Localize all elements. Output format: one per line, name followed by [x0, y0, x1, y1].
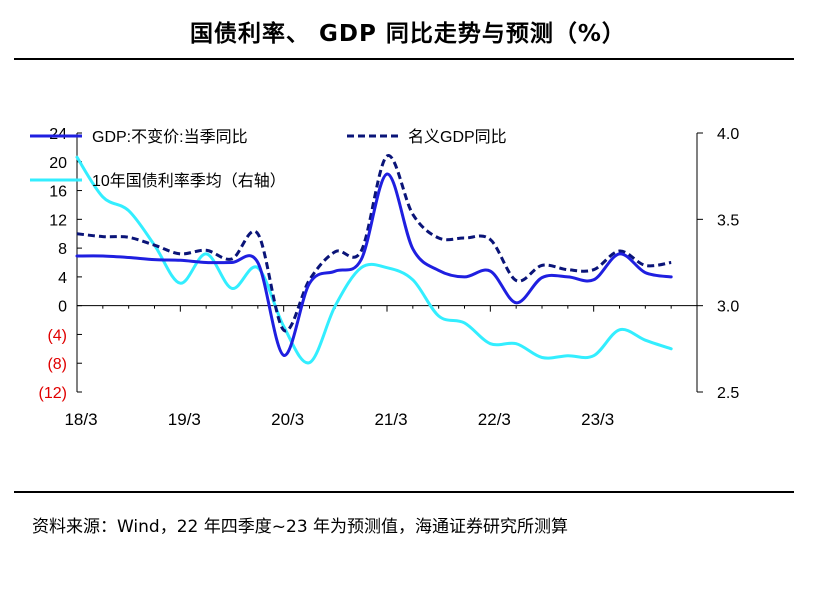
left-axis-tick-label: 16	[49, 184, 67, 201]
x-axis-tick-label: 18/3	[64, 410, 97, 429]
source-rule	[14, 491, 794, 493]
source-note: 资料来源：Wind，22 年四季度~23 年为预测值，海通证券研究所测算	[32, 517, 569, 537]
series-line-0	[75, 172, 673, 357]
x-axis-tick-label: 23/3	[581, 410, 614, 429]
right-axis-tick-label: 3.0	[717, 299, 739, 316]
legend-label: 名义GDP同比	[408, 128, 507, 146]
right-axis-tick-label: 2.5	[717, 385, 739, 402]
chart-title: 国债利率、 GDP 同比走势与预测（%）	[190, 21, 626, 47]
left-axis-tick-label: (12)	[39, 385, 67, 402]
left-axis-tick-label: 12	[49, 212, 67, 229]
left-axis-tick-label: (4)	[47, 327, 67, 344]
title-rule	[14, 58, 794, 60]
right-axis-tick-label: 3.5	[717, 212, 739, 229]
right-axis-tick-label: 4.0	[717, 126, 739, 143]
series-line-2	[75, 155, 673, 365]
legend-label: GDP:不变价:当季同比	[92, 128, 248, 146]
series-line-1	[76, 154, 672, 333]
x-axis-tick-label: 19/3	[168, 410, 201, 429]
left-axis-tick-label: (8)	[47, 356, 67, 373]
x-axis-tick-label: 21/3	[374, 410, 407, 429]
left-axis-tick-label: 8	[58, 241, 67, 258]
x-axis-tick-label: 20/3	[271, 410, 304, 429]
left-axis-tick-label: 0	[58, 299, 67, 316]
left-axis-tick-label: 20	[49, 155, 67, 172]
x-axis-tick-label: 22/3	[478, 410, 511, 429]
legend-label: 10年国债利率季均（右轴）	[92, 172, 286, 190]
left-axis-tick-label: 4	[58, 270, 67, 287]
